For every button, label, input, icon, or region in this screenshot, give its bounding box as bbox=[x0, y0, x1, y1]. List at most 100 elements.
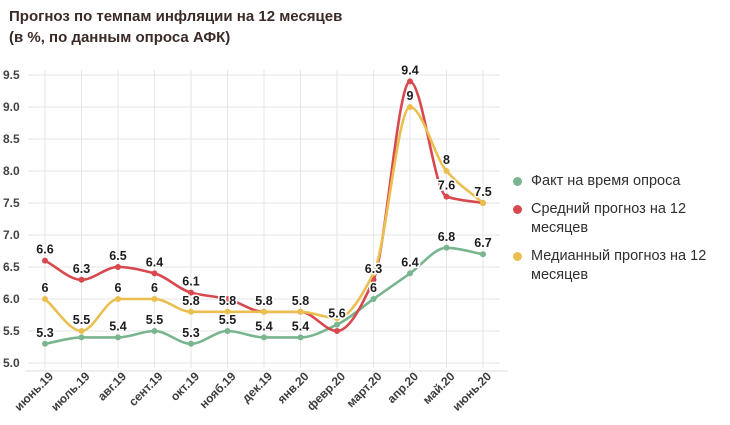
legend-label-median-forecast: Медианный прогноз на 12 месяцев bbox=[531, 248, 707, 283]
legend-item-fact: Факт на время опроса bbox=[513, 172, 718, 191]
x-axis-tick-label: авг.19 bbox=[95, 369, 130, 404]
fact-value-label: 5.4 bbox=[109, 319, 126, 333]
median-forecast-point bbox=[78, 328, 85, 334]
chart-header: Прогноз по темпам инфляции на 12 месяцев… bbox=[9, 6, 342, 48]
fact-value-label: 6.7 bbox=[474, 236, 491, 250]
median-forecast-value-label: 6 bbox=[115, 281, 122, 295]
mean-forecast-value-label: 7.6 bbox=[438, 179, 455, 193]
mean-forecast-point bbox=[334, 328, 340, 334]
mean-forecast-value-label: 6.4 bbox=[146, 255, 163, 269]
mean-forecast-series-dot-icon bbox=[513, 205, 522, 214]
data-labels: 5.3 5.4 5.5 5.3 5.5 5.4 5.4 5.6 6 6.4 6.8 6.7 6.6 6.3… bbox=[35, 62, 493, 341]
chart-legend: Факт на время опроса Средний прогноз на … bbox=[513, 172, 718, 294]
median-forecast-point bbox=[480, 200, 486, 206]
y-axis-tick-label: 8.0 bbox=[3, 164, 20, 178]
mean-forecast-point bbox=[42, 257, 48, 264]
median-forecast-point bbox=[115, 296, 121, 302]
fact-value-label: 5.5 bbox=[146, 313, 163, 327]
legend-item-mean-forecast: Средний прогноз на 12 месяцев bbox=[513, 200, 718, 238]
median-forecast-point bbox=[261, 308, 267, 315]
mean-forecast-value-label: 6.6 bbox=[36, 243, 53, 257]
median-forecast-value-label: 5.8 bbox=[182, 294, 199, 308]
median-forecast-point bbox=[188, 308, 194, 315]
median-forecast-value-label: 8 bbox=[443, 153, 450, 167]
mean-forecast-point bbox=[188, 289, 194, 296]
fact-point bbox=[407, 270, 413, 277]
median-forecast-point bbox=[297, 308, 304, 315]
fact-point bbox=[443, 244, 450, 251]
fact-point bbox=[480, 251, 486, 258]
fact-point bbox=[224, 328, 231, 334]
y-axis-tick-label: 5.5 bbox=[3, 324, 20, 338]
y-axis-gridlines: 9.5 9.0 8.5 8.0 7.5 7.0 6.5 6.0 5.5 5.0 bbox=[3, 68, 500, 370]
y-axis-tick-label: 7.0 bbox=[3, 228, 20, 242]
fact-value-label: 5.4 bbox=[292, 319, 309, 333]
fact-value-label: 6.4 bbox=[401, 255, 418, 269]
x-axis-tick-label: февр.20 bbox=[304, 369, 348, 413]
median-forecast-value-label: 5.5 bbox=[73, 313, 90, 327]
fact-value-label: 5.5 bbox=[219, 313, 236, 327]
mean-forecast-value-label: 6.3 bbox=[365, 262, 382, 276]
fact-point bbox=[297, 334, 304, 341]
mean-forecast-value-label: 7.5 bbox=[474, 185, 491, 199]
fact-point bbox=[78, 334, 85, 341]
fact-value-label: 6.8 bbox=[438, 230, 455, 244]
median-forecast-value-label: 5.8 bbox=[292, 294, 309, 308]
x-axis-tick-label: апр.20 bbox=[384, 369, 421, 406]
fact-point bbox=[188, 340, 194, 347]
median-forecast-value-label: 9 bbox=[407, 89, 414, 103]
median-forecast-series-dot-icon bbox=[513, 252, 522, 261]
x-axis-tick-label: нояб.19 bbox=[197, 369, 239, 411]
median-forecast-point bbox=[443, 168, 450, 174]
fact-point bbox=[261, 334, 267, 341]
fact-value-label: 5.6 bbox=[328, 307, 345, 321]
y-axis-tick-label: 9.0 bbox=[3, 100, 20, 114]
fact-value-label: 5.3 bbox=[182, 326, 199, 340]
fact-point bbox=[42, 340, 48, 347]
chart-title: Прогноз по темпам инфляции на 12 месяцев bbox=[9, 8, 343, 25]
x-axis-tick-label: окт.19 bbox=[168, 369, 203, 404]
x-axis-tick-label: дек.19 bbox=[239, 369, 275, 405]
median-forecast-value-label: 6 bbox=[151, 281, 158, 295]
mean-forecast-point bbox=[78, 276, 85, 283]
mean-forecast-point bbox=[151, 270, 158, 277]
median-forecast-value-label: 6 bbox=[42, 281, 49, 295]
median-forecast-point bbox=[407, 104, 413, 110]
fact-point bbox=[334, 321, 340, 328]
y-axis-tick-label: 6.5 bbox=[3, 260, 20, 274]
mean-forecast-value-label: 9.4 bbox=[401, 63, 418, 77]
mean-forecast-point bbox=[224, 296, 231, 302]
y-axis-tick-label: 6.0 bbox=[3, 292, 20, 306]
y-axis-tick-label: 9.5 bbox=[3, 68, 20, 82]
y-axis-tick-label: 7.5 bbox=[3, 196, 20, 210]
x-axis-tick-label: июль.19 bbox=[48, 369, 93, 414]
mean-forecast-point bbox=[443, 193, 450, 200]
median-forecast-point bbox=[224, 308, 231, 315]
fact-series-dot-icon bbox=[513, 177, 522, 186]
mean-forecast-value-label: 6.1 bbox=[182, 275, 199, 289]
chart-subtitle: (в %, по данным опроса АФК) bbox=[9, 29, 231, 46]
x-axis-tick-label: июнь.19 bbox=[12, 369, 57, 414]
fact-point bbox=[115, 334, 121, 341]
x-axis-tick-label: июнь.20 bbox=[450, 369, 495, 414]
x-axis-tick-label: сент.19 bbox=[126, 369, 166, 409]
fact-point bbox=[151, 328, 158, 334]
x-axis-tick-label: март.20 bbox=[344, 369, 385, 410]
legend-label-fact: Факт на время опроса bbox=[531, 173, 681, 189]
fact-value-label: 5.4 bbox=[255, 319, 272, 333]
mean-forecast-point bbox=[407, 78, 413, 85]
median-forecast-point bbox=[334, 315, 340, 322]
series-lines bbox=[42, 78, 486, 347]
median-forecast-point bbox=[370, 270, 377, 277]
median-forecast-point bbox=[151, 296, 158, 302]
mean-forecast-value-label: 6.5 bbox=[109, 249, 126, 263]
median-forecast-value-label: 5.8 bbox=[219, 294, 236, 308]
mean-forecast-value-label: 6.3 bbox=[73, 262, 90, 276]
y-axis-tick-label: 5.0 bbox=[3, 356, 20, 370]
median-forecast-point bbox=[42, 296, 48, 302]
fact-value-label: 6 bbox=[370, 281, 377, 295]
legend-item-median-forecast: Медианный прогноз на 12 месяцев bbox=[513, 247, 718, 285]
fact-value-label: 5.3 bbox=[36, 326, 53, 340]
